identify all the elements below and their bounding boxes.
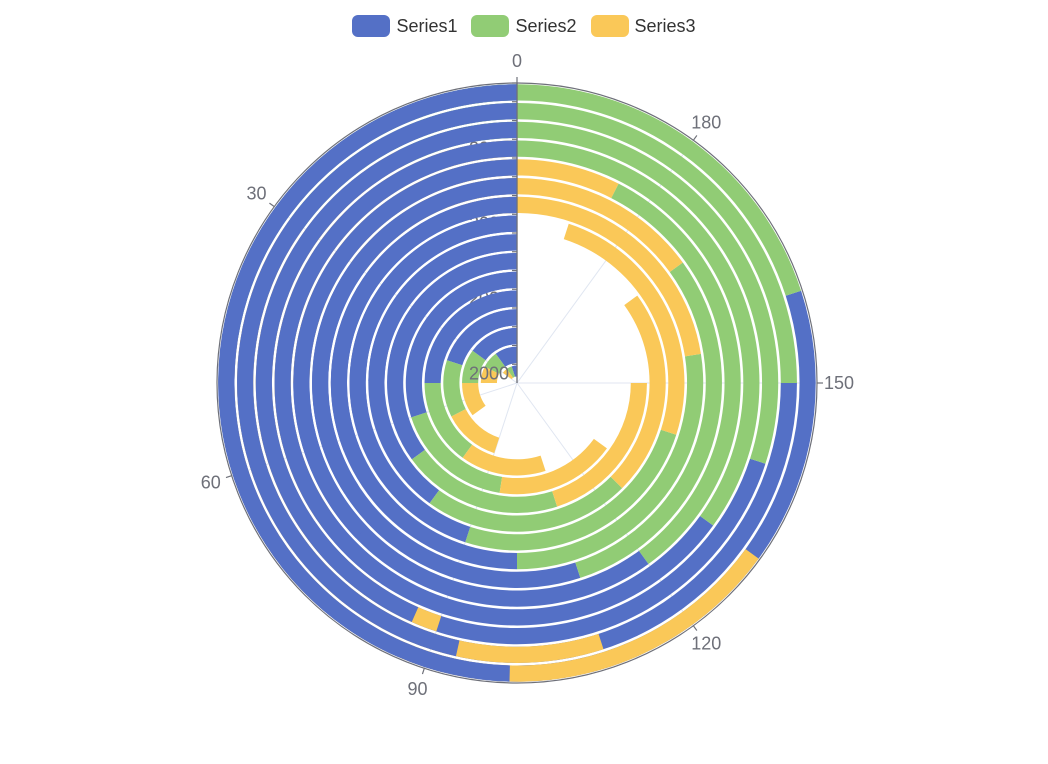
bar-overlay-series1-2002 — [486, 328, 517, 351]
bar-overlay-series1-2006 — [389, 253, 517, 360]
angle-tick-label-6: 180 — [691, 112, 721, 132]
legend-label-series2: Series2 — [515, 15, 577, 36]
angle-tick-4 — [692, 625, 698, 631]
angle-tick-3 — [421, 668, 425, 675]
bar-series3-2004[interactable] — [462, 444, 546, 476]
legend-item-series3[interactable]: Series3 — [590, 15, 696, 37]
legend-swatch-series3 — [590, 15, 629, 37]
bar-series2-2006[interactable] — [411, 449, 558, 513]
bar-overlay-series1-2000 — [513, 365, 517, 377]
bar-overlay-series1-2003 — [465, 309, 517, 343]
bar-overlay-series1-2008 — [349, 215, 517, 414]
bar-series3-2007[interactable] — [610, 295, 666, 489]
bar-series3-2008[interactable] — [563, 223, 685, 435]
bar-overlay-series1-2009 — [330, 196, 517, 452]
bar-overlay-series1-2010 — [312, 178, 517, 494]
legend-swatch-series1 — [352, 15, 391, 37]
bar-series3-2002[interactable] — [462, 383, 486, 416]
bar-series2-2008[interactable] — [465, 429, 677, 551]
bar-series3-2000[interactable] — [502, 368, 514, 380]
legend-item-series2[interactable]: Series2 — [471, 15, 577, 37]
bar-series2-2010[interactable] — [575, 262, 722, 578]
bar-series2-2004[interactable] — [424, 383, 473, 458]
axis-layer: 03060901201501802000200420082012 — [201, 51, 854, 699]
bar-series2-2002[interactable] — [462, 350, 486, 383]
bar-series2-2009[interactable] — [517, 353, 704, 570]
bar-series2-2001[interactable] — [484, 353, 506, 374]
radius-label-2000: 2000 — [469, 364, 509, 384]
bar-series3-2006[interactable] — [552, 383, 647, 507]
bar-series2-2005[interactable] — [411, 412, 503, 493]
bar-series3-2005[interactable] — [499, 438, 607, 495]
angle-tick-label-3: 90 — [407, 679, 427, 699]
angle-tick-2 — [225, 475, 232, 479]
angle-tick-6 — [692, 135, 698, 141]
bar-series2-2007[interactable] — [429, 476, 623, 532]
bar-series2-2000[interactable] — [506, 366, 515, 378]
bar-series2-2012[interactable] — [517, 140, 760, 526]
angle-tick-label-2: 60 — [201, 473, 221, 493]
angle-tick-1 — [269, 202, 275, 208]
angle-tick-label-1: 30 — [246, 184, 266, 204]
legend-label-series1: Series1 — [396, 15, 458, 36]
legend-item-series1[interactable]: Series1 — [352, 15, 457, 37]
bar-overlay-series1-2004 — [440, 290, 517, 341]
bar-overlay-series1-2011 — [293, 159, 517, 539]
bar-overlay-series1-2007 — [368, 234, 517, 382]
angle-tick-label-4: 120 — [691, 634, 721, 654]
angle-tick-label-5: 150 — [824, 373, 854, 393]
bar-series2-2011[interactable] — [611, 183, 741, 564]
legend: Series1 Series2 Series3 — [0, 12, 1048, 40]
bar-overlay-series1-2005 — [414, 271, 517, 346]
bar-series2-2003[interactable] — [443, 360, 466, 417]
legend-swatch-series2 — [471, 15, 510, 37]
legend-label-series3: Series3 — [634, 15, 696, 36]
bar-series3-2001[interactable] — [480, 366, 500, 383]
bar-series3-2003[interactable] — [451, 409, 500, 454]
angle-tick-label-0: 0 — [512, 51, 522, 71]
bar-overlay-series1-2001 — [503, 346, 517, 365]
